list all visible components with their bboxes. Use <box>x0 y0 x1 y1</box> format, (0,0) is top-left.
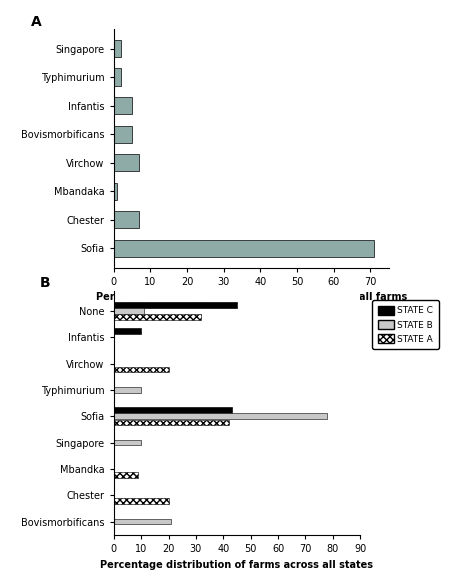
Bar <box>114 308 144 314</box>
Text: B: B <box>40 276 50 290</box>
Bar <box>114 413 328 419</box>
Bar <box>114 407 231 413</box>
Bar <box>114 40 121 57</box>
Bar <box>114 154 139 171</box>
Bar <box>114 126 132 143</box>
Text: A: A <box>31 15 42 29</box>
Bar <box>114 387 141 393</box>
Bar <box>114 328 141 334</box>
Legend: STATE C, STATE B, STATE A: STATE C, STATE B, STATE A <box>372 300 439 349</box>
Bar <box>114 183 118 200</box>
Bar <box>114 472 138 478</box>
Bar <box>114 519 171 524</box>
Bar <box>114 69 121 86</box>
Bar <box>114 367 169 372</box>
Bar <box>114 211 139 228</box>
Bar <box>114 302 237 308</box>
Bar <box>114 314 201 320</box>
X-axis label: Percentage distribution of total isolates across all farms: Percentage distribution of total isolate… <box>96 292 407 302</box>
Bar <box>114 440 141 445</box>
Bar <box>114 499 169 504</box>
Bar <box>114 97 132 114</box>
Bar <box>114 240 374 257</box>
Bar <box>114 420 229 425</box>
X-axis label: Percentage distribution of farms across all states: Percentage distribution of farms across … <box>100 560 374 570</box>
